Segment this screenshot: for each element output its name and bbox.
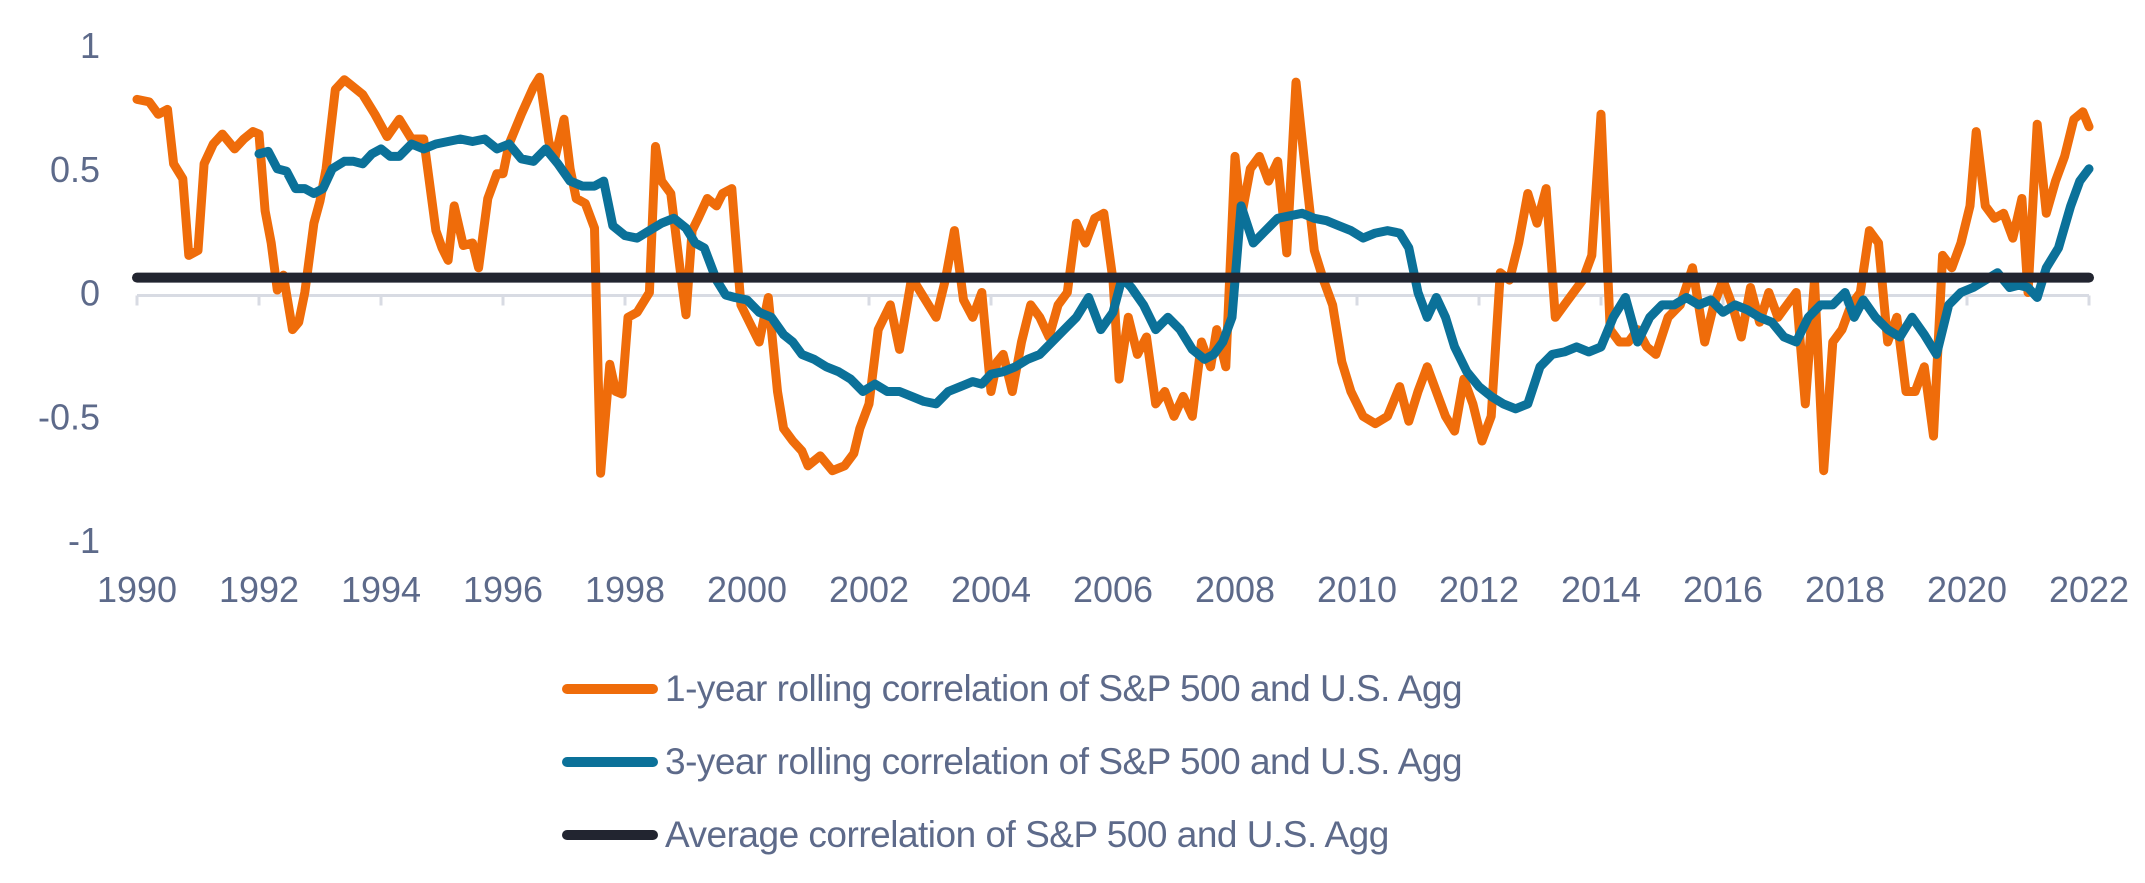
series-line-1yr-rolling — [132, 72, 2094, 478]
x-tick-label: 1990 — [97, 569, 177, 610]
legend-label-3yr: 3-year rolling correlation of S&P 500 an… — [665, 740, 1463, 782]
legend-item-average: Average correlation of S&P 500 and U.S. … — [562, 798, 1462, 871]
y-tick-label: 1 — [80, 25, 100, 66]
legend-swatch-average — [562, 829, 658, 840]
x-tick-label: 1998 — [585, 569, 665, 610]
x-tick-label: 1996 — [463, 569, 543, 610]
series-lines — [132, 72, 2094, 478]
x-tick-label: 2016 — [1683, 569, 1763, 610]
y-tick-label: 0.5 — [50, 149, 100, 190]
legend-item-3yr: 3-year rolling correlation of S&P 500 an… — [562, 725, 1463, 798]
x-tick-label: 2018 — [1805, 569, 1885, 610]
legend: 1-year rolling correlation of S&P 500 an… — [562, 652, 1463, 871]
x-tick-label: 1992 — [219, 569, 299, 610]
legend-label-1yr: 1-year rolling correlation of S&P 500 an… — [665, 667, 1463, 709]
correlation-line-chart: 1 0.5 0 -0.5 -1 1990 1992 1994 1996 1998 2000 2002… — [38, 25, 2129, 610]
y-tick-label: -1 — [68, 520, 100, 561]
series-line-3yr-rolling — [254, 134, 2094, 414]
legend-label-average: Average correlation of S&P 500 and U.S. … — [665, 813, 1389, 855]
legend-swatch-3yr — [562, 756, 658, 767]
x-tick-label: 2006 — [1073, 569, 1153, 610]
legend-item-1yr: 1-year rolling correlation of S&P 500 an… — [562, 652, 1463, 725]
x-tick-label: 2012 — [1439, 569, 1519, 610]
y-tick-label: -0.5 — [38, 396, 100, 437]
x-tick-label: 2004 — [951, 569, 1031, 610]
x-tick-label: 2022 — [2049, 569, 2129, 610]
y-tick-label: 0 — [80, 273, 100, 314]
x-axis-labels: 1990 1992 1994 1996 1998 2000 2002 2004 2006 2008… — [97, 569, 2129, 610]
x-tick-label: 2020 — [1927, 569, 2007, 610]
x-tick-label: 2008 — [1195, 569, 1275, 610]
legend-swatch-1yr — [562, 683, 658, 694]
x-tick-label: 2002 — [829, 569, 909, 610]
x-tick-label: 2010 — [1317, 569, 1397, 610]
x-tick-label: 1994 — [341, 569, 421, 610]
x-tick-label: 2000 — [707, 569, 787, 610]
x-tick-label: 2014 — [1561, 569, 1641, 610]
y-axis: 1 0.5 0 -0.5 -1 — [38, 25, 100, 561]
